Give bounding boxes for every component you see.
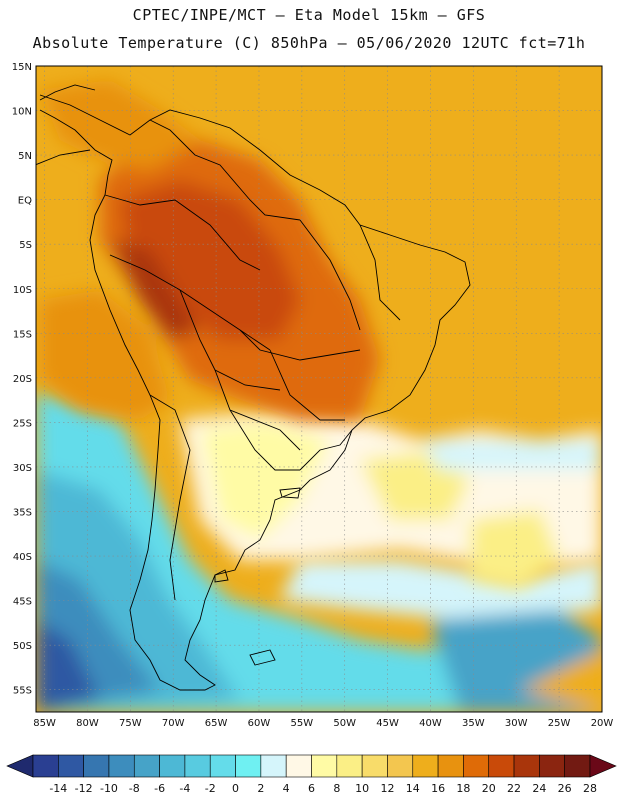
colorbar-label: 2 — [257, 782, 264, 795]
longitude-label: 75W — [119, 718, 142, 729]
map-frame — [35, 65, 603, 713]
colorbar-swatch — [184, 754, 211, 778]
latitude-label: 10S — [13, 285, 32, 296]
longitude-label: 80W — [76, 718, 99, 729]
longitude-labels: 85W 80W 75W 70W 65W 60W 55W 50W 45W 40W 35W 30W 25W 2… — [33, 718, 613, 729]
colorbar-label: 16 — [431, 782, 445, 795]
colorbar-label: 20 — [482, 782, 496, 795]
colorbar-label: 18 — [456, 782, 470, 795]
colorbar-label: -2 — [205, 782, 216, 795]
colorbar-swatch — [437, 754, 464, 778]
colorbar-swatch — [235, 754, 262, 778]
colorbar-swatch — [32, 754, 59, 778]
latitude-label: 5N — [18, 151, 32, 162]
longitude-label: 85W — [33, 718, 56, 729]
colorbar-label: -6 — [154, 782, 165, 795]
colorbar-swatch — [260, 754, 287, 778]
colorbar-swatch — [159, 754, 186, 778]
colorbar-swatch — [488, 754, 515, 778]
colorbar-label: 26 — [558, 782, 572, 795]
latitude-label: 55S — [13, 686, 32, 697]
latitude-label: 50S — [13, 641, 32, 652]
colorbar-swatch — [513, 754, 540, 778]
colorbar-swatch — [539, 754, 565, 778]
colorbar-swatch — [133, 754, 160, 778]
longitude-label: 45W — [376, 718, 399, 729]
map-title-line-2: Absolute Temperature (C) 850hPa – 05/06/… — [32, 34, 586, 52]
coastlines — [36, 84, 471, 691]
latitude-label: 15N — [12, 62, 32, 73]
colorbar-label: 28 — [583, 782, 597, 795]
latitude-label: 5S — [19, 240, 32, 251]
latitude-label: 20S — [13, 374, 32, 385]
colorbar-swatch — [209, 754, 236, 778]
latitude-label: EQ — [18, 196, 32, 207]
colorbar-swatch — [387, 754, 414, 778]
colorbar-swatch — [108, 754, 135, 778]
colorbar-swatch — [336, 754, 363, 778]
latitude-label: 40S — [13, 552, 32, 563]
colorbar-left-arrow — [6, 754, 34, 778]
longitude-label: 20W — [591, 718, 614, 729]
colorbar-label: -8 — [129, 782, 140, 795]
longitude-label: 50W — [333, 718, 356, 729]
longitude-label: 35W — [462, 718, 485, 729]
colorbar-swatch — [83, 754, 110, 778]
latitude-labels: 15N 10N 5N EQ 5S 10S 15S 20S 25S 30S 35S 40S 45S 50S 5… — [12, 62, 32, 697]
longitude-label: 60W — [248, 718, 271, 729]
colorbar-label: -4 — [179, 782, 190, 795]
latitude-label: 45S — [13, 597, 32, 608]
colorbar-label: 4 — [283, 782, 290, 795]
latitude-label: 30S — [13, 463, 32, 474]
longitude-label: 55W — [291, 718, 314, 729]
longitude-label: 70W — [162, 718, 185, 729]
temperature-field — [36, 66, 602, 712]
colorbar-swatch — [463, 754, 490, 778]
colorbar-right-arrow — [589, 754, 617, 778]
colorbar-swatch — [361, 754, 388, 778]
colorbar-label: -14 — [49, 782, 67, 795]
colorbar-label: 22 — [507, 782, 521, 795]
colorbar-label: 12 — [380, 782, 394, 795]
latitude-label: 15S — [13, 329, 32, 340]
colorbar-swatch — [285, 754, 312, 778]
latitude-label: 25S — [13, 418, 32, 429]
colorbar-swatch — [564, 754, 591, 778]
colorbar-swatch — [311, 754, 338, 778]
colorbar-label: -10 — [100, 782, 118, 795]
colorbar-swatch — [412, 754, 439, 778]
colorbar-label: 8 — [333, 782, 340, 795]
colorbar-label: -12 — [75, 782, 93, 795]
colorbar-label: 14 — [406, 782, 420, 795]
colorbar-label: 0 — [232, 782, 239, 795]
longitude-label: 30W — [505, 718, 528, 729]
colorbar-swatch — [58, 754, 84, 778]
longitude-label: 25W — [548, 718, 571, 729]
colorbar-label: 6 — [308, 782, 315, 795]
colorbar-label: 24 — [532, 782, 546, 795]
map-title-line-1: CPTEC/INPE/MCT – Eta Model 15km – GFS — [132, 6, 486, 24]
longitude-label: 40W — [419, 718, 442, 729]
latitude-label: 10N — [12, 107, 32, 118]
colorbar: -14 -12 -10 -8 -6 -4 -2 0 2 4 6 8 10 12 14 16 18 20 22 24 26… — [6, 754, 617, 795]
longitude-label: 65W — [205, 718, 228, 729]
colorbar-label: 10 — [355, 782, 369, 795]
latitude-label: 35S — [13, 508, 32, 519]
